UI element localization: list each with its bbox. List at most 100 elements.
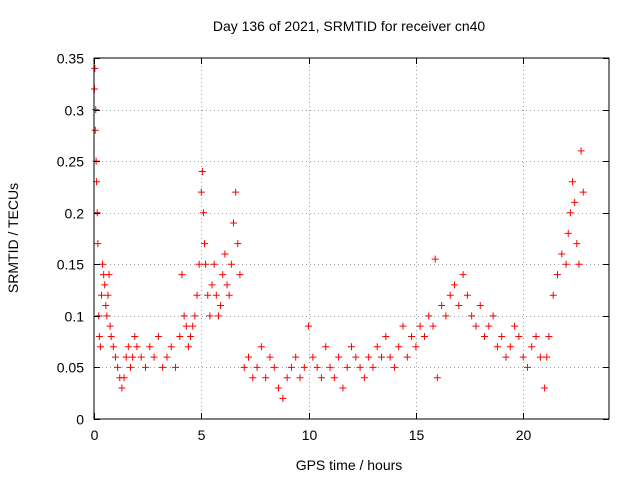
data-point <box>313 363 321 371</box>
data-point <box>369 363 377 371</box>
data-point <box>579 188 587 196</box>
data-point <box>118 384 126 392</box>
data-point <box>184 343 192 351</box>
data-point <box>107 332 115 340</box>
data-point <box>416 322 424 330</box>
data-point <box>91 64 99 72</box>
data-point <box>142 363 149 371</box>
y-tick-label: 0.05 <box>57 360 84 376</box>
data-point <box>511 322 519 330</box>
axis-ticks: 0 0.05 0.1 0.15 0.2 0.25 0.3 0.35 0 5 10 15 20 <box>57 51 609 443</box>
data-point <box>146 343 154 351</box>
data-point <box>543 353 551 361</box>
data-point <box>399 322 407 330</box>
y-tick-label: 0.25 <box>57 154 84 170</box>
data-point <box>541 384 549 392</box>
data-point <box>180 312 188 320</box>
data-point <box>528 343 536 351</box>
data-point <box>577 147 585 155</box>
y-tick-label: 0.2 <box>65 206 85 222</box>
data-point <box>575 260 583 268</box>
data-point <box>92 106 100 114</box>
data-point <box>403 353 411 361</box>
data-point <box>122 353 130 361</box>
data-point <box>129 353 137 361</box>
data-point <box>468 312 476 320</box>
data-point <box>206 312 214 320</box>
data-point <box>154 332 162 340</box>
x-tick-label: 20 <box>516 427 532 443</box>
plot-border <box>93 57 610 420</box>
data-point <box>199 209 207 217</box>
data-point <box>523 363 531 371</box>
data-point <box>234 240 242 248</box>
data-point <box>131 332 139 340</box>
data-point <box>172 363 180 371</box>
data-point <box>463 291 471 299</box>
data-point <box>101 281 109 289</box>
data-point <box>159 363 167 371</box>
data-point <box>476 302 484 310</box>
data-point <box>197 188 205 196</box>
data-point <box>438 302 446 310</box>
data-point <box>212 291 220 299</box>
data-point <box>217 302 225 310</box>
data-point <box>451 281 458 289</box>
data-point <box>365 353 373 361</box>
data-point <box>195 260 203 268</box>
data-point <box>317 374 325 382</box>
data-point <box>335 353 343 361</box>
data-point <box>502 353 510 361</box>
data-point <box>236 271 244 279</box>
grid <box>94 58 609 419</box>
data-point <box>102 302 110 310</box>
data-point <box>232 188 240 196</box>
x-tick-label: 10 <box>302 427 318 443</box>
x-axis-label: GPS time / hours <box>296 457 403 473</box>
data-point <box>378 353 386 361</box>
data-point <box>408 332 416 340</box>
data-point <box>227 260 235 268</box>
data-point <box>193 291 201 299</box>
data-point <box>99 260 107 268</box>
data-point <box>442 312 450 320</box>
data-point <box>137 353 145 361</box>
data-point <box>106 322 114 330</box>
data-point <box>257 343 265 351</box>
data-point <box>360 374 368 382</box>
data-point <box>133 343 141 351</box>
data-point <box>182 322 190 330</box>
data-point <box>202 260 210 268</box>
data-point <box>229 219 237 227</box>
data-point <box>382 332 390 340</box>
data-point <box>573 240 581 248</box>
data-point <box>187 332 195 340</box>
data-point <box>472 322 480 330</box>
data-point <box>191 312 199 320</box>
data-point <box>283 374 291 382</box>
data-point <box>566 209 574 217</box>
data-point <box>412 343 420 351</box>
y-tick-label: 0 <box>76 412 84 428</box>
data-point <box>431 255 439 263</box>
x-tick-label: 15 <box>409 427 425 443</box>
data-point <box>455 302 463 310</box>
data-point <box>554 271 561 279</box>
data-point <box>420 332 428 340</box>
x-tick-label: 0 <box>91 427 99 443</box>
data-point <box>262 374 270 382</box>
data-point <box>210 260 218 268</box>
data-point <box>330 374 338 382</box>
data-point <box>373 343 381 351</box>
data-point <box>245 353 252 361</box>
data-point <box>339 384 347 392</box>
data-point <box>498 332 506 340</box>
data-point <box>225 291 233 299</box>
data-point <box>446 291 454 299</box>
data-point <box>103 312 111 320</box>
data-point <box>296 374 304 382</box>
data-point <box>287 363 295 371</box>
data-point <box>386 353 394 361</box>
data-point <box>94 240 102 248</box>
